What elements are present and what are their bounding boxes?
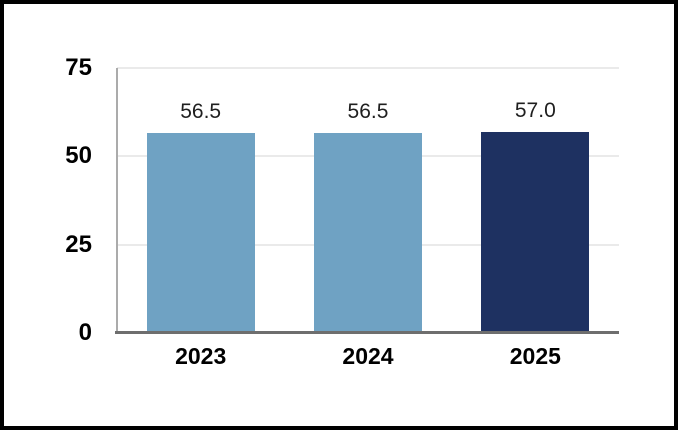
y-tick-50: 50 <box>65 142 92 170</box>
y-axis-tick-labels: 0 25 50 75 <box>4 56 92 345</box>
plot-area: 56.5 56.5 57.0 <box>115 67 619 334</box>
x-axis-tick-labels: 2023 2024 2025 <box>117 343 619 369</box>
y-axis-line <box>116 68 118 333</box>
bar-slot-2025: 57.0 <box>452 68 619 333</box>
bar-2024 <box>313 133 422 333</box>
bar-2025 <box>481 131 590 333</box>
bar-slot-2024: 56.5 <box>284 68 451 333</box>
x-tick-2023: 2023 <box>175 343 227 369</box>
y-tick-25: 25 <box>65 230 92 258</box>
y-tick-75: 75 <box>65 54 92 81</box>
data-label-2023: 56.5 <box>180 100 222 124</box>
x-tick-2025: 2025 <box>509 343 561 369</box>
bar-slots: 56.5 56.5 57.0 <box>117 68 619 333</box>
bar-slot-2023: 56.5 <box>117 68 284 333</box>
data-label-2025: 57.0 <box>514 98 556 122</box>
x-tick-2024: 2024 <box>342 343 394 369</box>
x-axis-line <box>115 331 619 334</box>
gridline-75 <box>117 67 619 69</box>
data-label-2024: 56.5 <box>347 100 389 124</box>
y-tick-0: 0 <box>78 319 92 346</box>
bar-2023 <box>146 133 255 333</box>
